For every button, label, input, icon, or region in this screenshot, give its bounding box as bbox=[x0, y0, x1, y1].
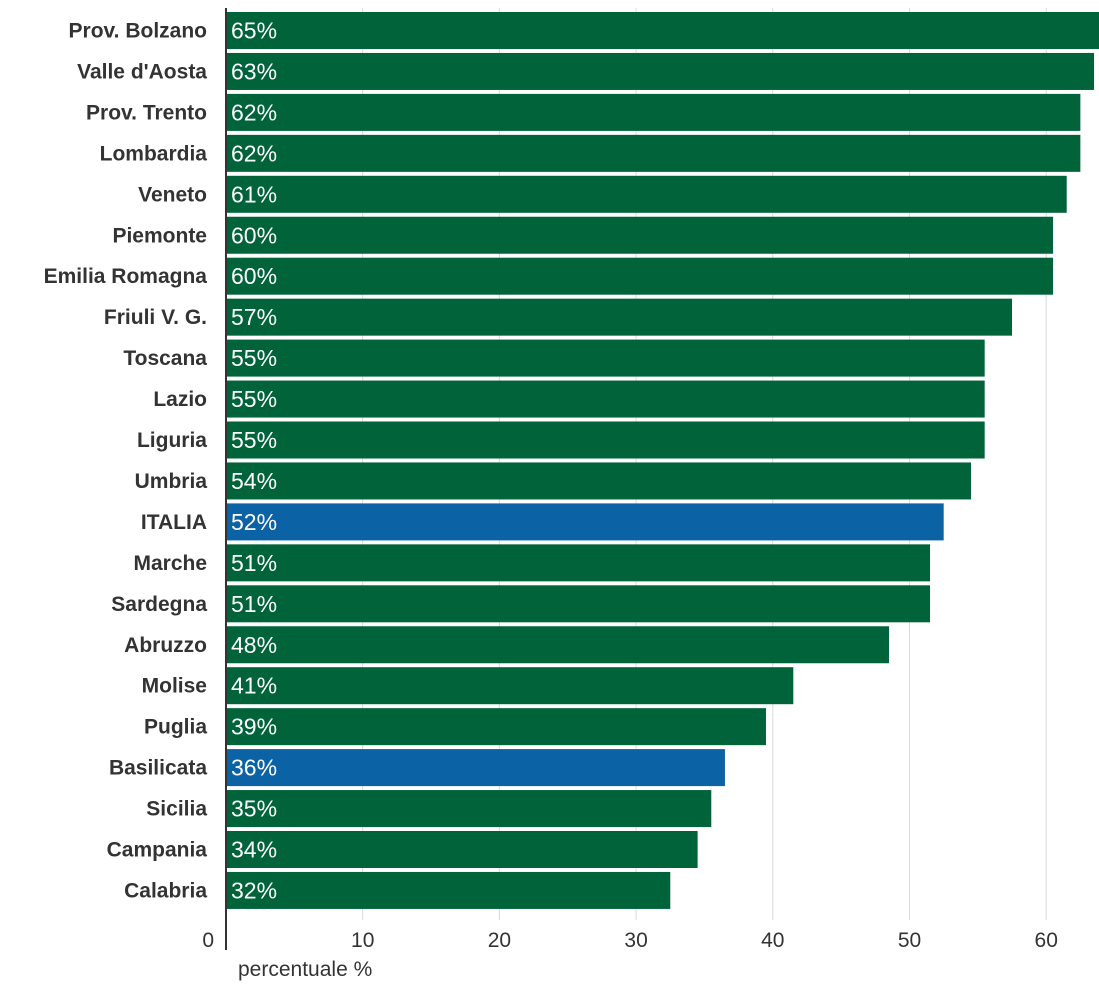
bar-puglia bbox=[226, 708, 766, 746]
bar-liguria bbox=[226, 421, 985, 459]
bar-calabria bbox=[226, 871, 671, 909]
category-labels: Prov. Bolzano Valle d'Aosta Prov. Trento Lo… bbox=[44, 20, 208, 903]
bar-veneto bbox=[226, 175, 1067, 213]
bar-campania bbox=[226, 831, 698, 868]
category-label: Sardegna bbox=[111, 593, 207, 616]
bars-layer: 65% 63% 62% 62% 61% 60% 60% 57% 55% 55% 55% 54% 52% 5… bbox=[226, 12, 1099, 909]
category-label: Toscana bbox=[123, 347, 207, 370]
data-label: 63% bbox=[231, 58, 277, 84]
category-label: Prov. Bolzano bbox=[69, 20, 207, 43]
data-label: 34% bbox=[231, 837, 277, 863]
x-tick-label: 30 bbox=[624, 929, 647, 952]
data-label: 48% bbox=[231, 632, 277, 658]
bar-piemonte bbox=[226, 216, 1054, 254]
data-label: 32% bbox=[231, 877, 277, 903]
bar-sardegna bbox=[226, 585, 931, 623]
x-tick-label: 40 bbox=[761, 929, 784, 952]
category-label: Valle d'Aosta bbox=[77, 60, 207, 83]
category-label: Piemonte bbox=[112, 224, 207, 247]
data-label: 36% bbox=[231, 755, 277, 781]
x-tick-label: 20 bbox=[488, 929, 511, 952]
category-label: Veneto bbox=[138, 183, 207, 206]
category-label: Emilia Romagna bbox=[44, 265, 208, 288]
x-tick-label: 50 bbox=[898, 929, 921, 952]
data-label: 60% bbox=[231, 263, 277, 289]
x-tick-label: 10 bbox=[351, 929, 374, 952]
data-label: 55% bbox=[231, 345, 277, 371]
bar-prov-trento bbox=[226, 93, 1081, 131]
bar-abruzzo bbox=[226, 626, 889, 664]
bar-valle-d-aosta bbox=[226, 52, 1095, 90]
category-label: Sicilia bbox=[146, 798, 207, 821]
data-label: 62% bbox=[231, 99, 277, 125]
data-label: 35% bbox=[231, 796, 277, 822]
bar-friuli-v-g- bbox=[226, 298, 1013, 336]
category-label: Marche bbox=[133, 552, 207, 575]
x-axis: 0 10 20 30 40 50 60 bbox=[202, 8, 1058, 952]
data-label: 57% bbox=[231, 304, 277, 330]
data-label: 62% bbox=[231, 140, 277, 166]
bar-marche bbox=[226, 544, 931, 582]
category-label: Friuli V. G. bbox=[104, 306, 207, 329]
bar-molise bbox=[226, 667, 794, 705]
category-label: Basilicata bbox=[109, 757, 207, 780]
data-label: 60% bbox=[231, 222, 277, 248]
data-label: 61% bbox=[231, 181, 277, 207]
data-label: 41% bbox=[231, 673, 277, 699]
bar-toscana bbox=[226, 339, 985, 377]
x-tick-label: 60 bbox=[1035, 929, 1058, 952]
bar-prov-bolzano bbox=[226, 12, 1099, 49]
category-label: Calabria bbox=[124, 879, 207, 902]
data-label: 52% bbox=[231, 509, 277, 535]
x-axis-title: percentuale % bbox=[238, 958, 372, 981]
category-label: Molise bbox=[142, 675, 207, 698]
category-label: Umbria bbox=[135, 470, 208, 493]
bar-emilia-romagna bbox=[226, 257, 1054, 295]
data-label: 55% bbox=[231, 386, 277, 412]
bar-umbria bbox=[226, 462, 972, 500]
category-label: Campania bbox=[107, 839, 208, 862]
category-label: Lombardia bbox=[100, 142, 208, 165]
data-label: 51% bbox=[231, 591, 277, 617]
category-label: Abruzzo bbox=[124, 634, 207, 657]
data-label: 54% bbox=[231, 468, 277, 494]
bar-lazio bbox=[226, 380, 985, 418]
x-tick-label: 0 bbox=[202, 929, 214, 952]
category-label: Prov. Trento bbox=[86, 101, 207, 124]
bar-italia bbox=[226, 503, 944, 541]
bar-basilicata bbox=[226, 749, 725, 787]
data-label: 51% bbox=[231, 550, 277, 576]
data-label: 55% bbox=[231, 427, 277, 453]
bar-lombardia bbox=[226, 134, 1081, 172]
data-label: 39% bbox=[231, 714, 277, 740]
category-label: Liguria bbox=[137, 429, 207, 452]
data-label: 65% bbox=[231, 18, 277, 44]
bar-sicilia bbox=[226, 790, 712, 828]
category-label: ITALIA bbox=[141, 511, 207, 534]
category-label: Lazio bbox=[153, 388, 207, 411]
category-label: Puglia bbox=[144, 716, 207, 739]
